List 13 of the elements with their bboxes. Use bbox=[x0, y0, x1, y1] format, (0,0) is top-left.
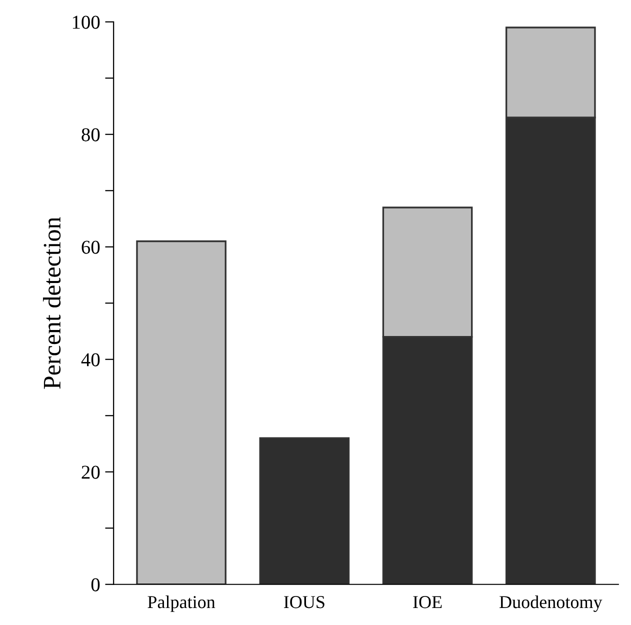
bar bbox=[136, 240, 226, 584]
y-tick-label: 20 bbox=[82, 466, 100, 479]
y-tick-label: 40 bbox=[81, 353, 100, 366]
x-tick-label: IOUS bbox=[284, 596, 324, 608]
x-tick-label: Duodenotomy bbox=[500, 595, 602, 612]
y-tick-label: 100 bbox=[72, 16, 100, 29]
bar bbox=[259, 437, 350, 584]
y-tick-label: 80 bbox=[82, 128, 100, 142]
y-tick-label: 60 bbox=[82, 240, 100, 254]
x-tick-label: Palpation bbox=[148, 595, 216, 612]
x-tick-label: IOE bbox=[413, 596, 442, 608]
y-tick-label: 0 bbox=[91, 578, 100, 592]
y-axis-title: Percent detection bbox=[42, 217, 61, 389]
